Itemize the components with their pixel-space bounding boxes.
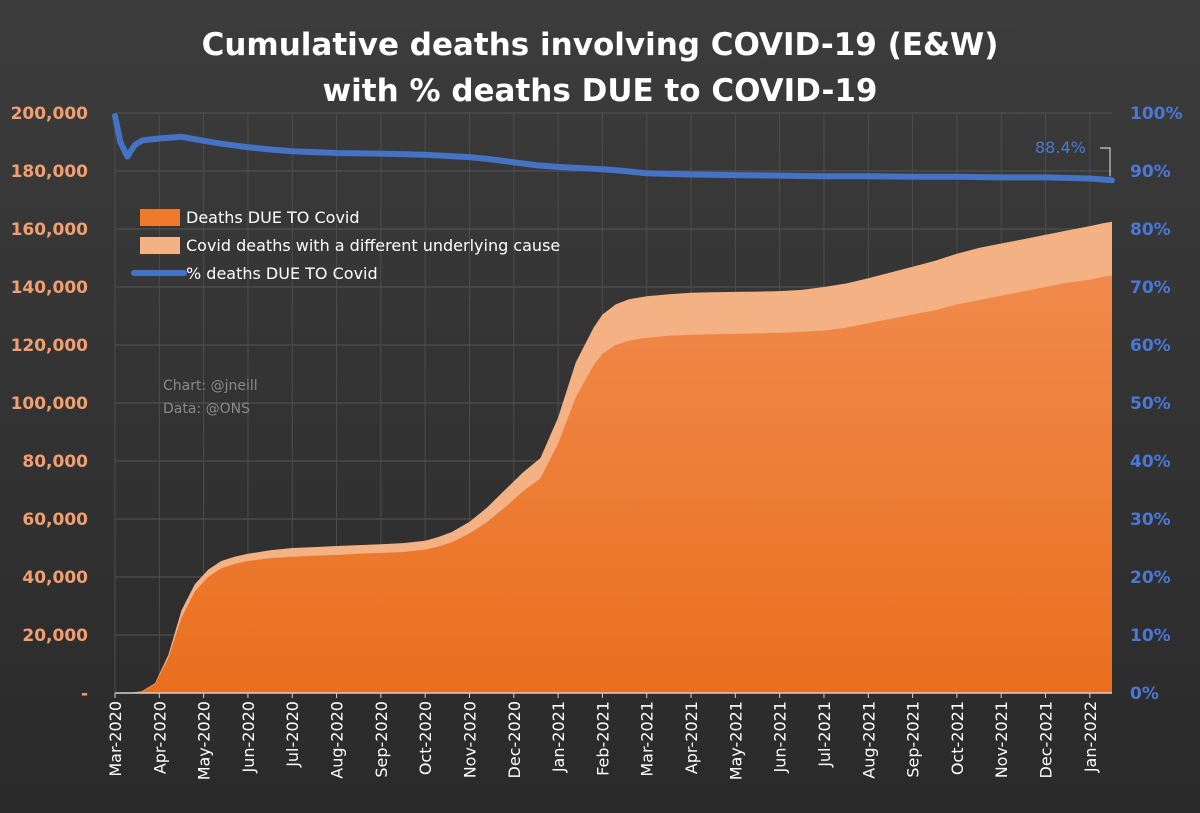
x-tick-label-10: Jan-2021 bbox=[549, 701, 568, 773]
x-tick-label-17: Aug-2021 bbox=[859, 701, 878, 779]
x-tick-label-2: May-2020 bbox=[195, 701, 214, 780]
chart-title-line2: with % deaths DUE to COVID-19 bbox=[323, 73, 878, 109]
right-tick-label-4: 40% bbox=[1130, 452, 1171, 472]
x-axis-ticks: Mar-2020 Apr-2020 May-2020 Jun-2020 Jul-2020… bbox=[106, 693, 1100, 780]
chart-title-line1: Cumulative deaths involving COVID-19 (E&… bbox=[202, 27, 999, 63]
left-tick-label-4: 80,000 bbox=[22, 452, 88, 472]
x-tick-label-13: Apr-2021 bbox=[682, 701, 701, 774]
right-tick-label-9: 90% bbox=[1130, 162, 1171, 182]
left-tick-label-5: 100,000 bbox=[11, 394, 89, 414]
line-percent-due-to-covid bbox=[112, 112, 1115, 184]
x-tick-label-6: Sep-2020 bbox=[372, 701, 391, 778]
right-tick-label-7: 70% bbox=[1130, 278, 1171, 298]
credit-chart: Chart: @jneill bbox=[163, 378, 258, 394]
right-tick-label-6: 60% bbox=[1130, 336, 1171, 356]
left-tick-label-8: 160,000 bbox=[11, 220, 89, 240]
annotation-label: 88.4% bbox=[1035, 138, 1086, 157]
right-tick-label-10: 100% bbox=[1130, 104, 1183, 124]
x-tick-label-8: Nov-2020 bbox=[460, 701, 479, 778]
left-tick-label-6: 120,000 bbox=[11, 336, 89, 356]
x-tick-label-21: Dec-2021 bbox=[1037, 701, 1056, 778]
right-tick-label-5: 50% bbox=[1130, 394, 1171, 414]
left-axis-ticks: - 20,000 40,000 60,000 80,000 100,000 120,000 1… bbox=[11, 104, 89, 704]
x-tick-label-20: Nov-2021 bbox=[992, 701, 1011, 778]
legend-label-different-cause: Covid deaths with a different underlying… bbox=[186, 236, 560, 255]
area-deaths-due-to-covid bbox=[115, 275, 1112, 693]
right-tick-label-0: 0% bbox=[1130, 684, 1159, 704]
x-tick-label-19: Oct-2021 bbox=[948, 701, 967, 775]
area-series bbox=[115, 221, 1112, 694]
x-tick-label-0: Mar-2020 bbox=[106, 701, 125, 777]
x-tick-label-11: Feb-2021 bbox=[593, 701, 612, 776]
left-tick-label-3: 60,000 bbox=[22, 510, 88, 530]
x-tick-label-5: Aug-2020 bbox=[328, 701, 347, 779]
line-series bbox=[112, 112, 1115, 184]
left-tick-label-9: 180,000 bbox=[11, 162, 89, 182]
x-tick-label-7: Oct-2020 bbox=[416, 701, 435, 775]
left-tick-label-2: 40,000 bbox=[22, 568, 88, 588]
x-tick-label-16: Jul-2021 bbox=[815, 701, 834, 768]
right-tick-label-1: 10% bbox=[1130, 626, 1171, 646]
legend-label-percent-due: % deaths DUE TO Covid bbox=[186, 264, 378, 283]
legend-swatch-different-cause bbox=[140, 237, 180, 254]
legend-swatch-deaths-due bbox=[140, 209, 180, 226]
right-tick-label-8: 80% bbox=[1130, 220, 1171, 240]
x-tick-label-9: Dec-2020 bbox=[505, 701, 524, 778]
left-tick-label-0: - bbox=[81, 684, 88, 704]
annotation-leader-line bbox=[1100, 147, 1111, 177]
credit-data: Data: @ONS bbox=[163, 401, 250, 417]
x-tick-label-18: Sep-2021 bbox=[904, 701, 923, 778]
right-tick-label-2: 20% bbox=[1130, 568, 1171, 588]
right-axis-ticks: 0% 10% 20% 30% 40% 50% 60% 70% 80% 90% 100% bbox=[1130, 104, 1183, 704]
left-tick-label-10: 200,000 bbox=[11, 104, 89, 124]
left-tick-label-7: 140,000 bbox=[11, 278, 89, 298]
x-tick-label-3: Jun-2020 bbox=[239, 701, 258, 774]
x-tick-label-15: Jun-2021 bbox=[771, 701, 790, 774]
right-tick-label-3: 30% bbox=[1130, 510, 1171, 530]
x-tick-label-1: Apr-2020 bbox=[150, 701, 169, 774]
x-tick-label-4: Jul-2020 bbox=[283, 701, 302, 768]
x-tick-label-12: Mar-2021 bbox=[638, 701, 657, 777]
legend-label-deaths-due: Deaths DUE TO Covid bbox=[186, 208, 360, 227]
legend: Deaths DUE TO Covid Covid deaths with a … bbox=[131, 208, 560, 283]
x-tick-label-22: Jan-2022 bbox=[1081, 701, 1100, 773]
left-tick-label-1: 20,000 bbox=[22, 626, 88, 646]
x-tick-label-14: May-2021 bbox=[726, 701, 745, 780]
